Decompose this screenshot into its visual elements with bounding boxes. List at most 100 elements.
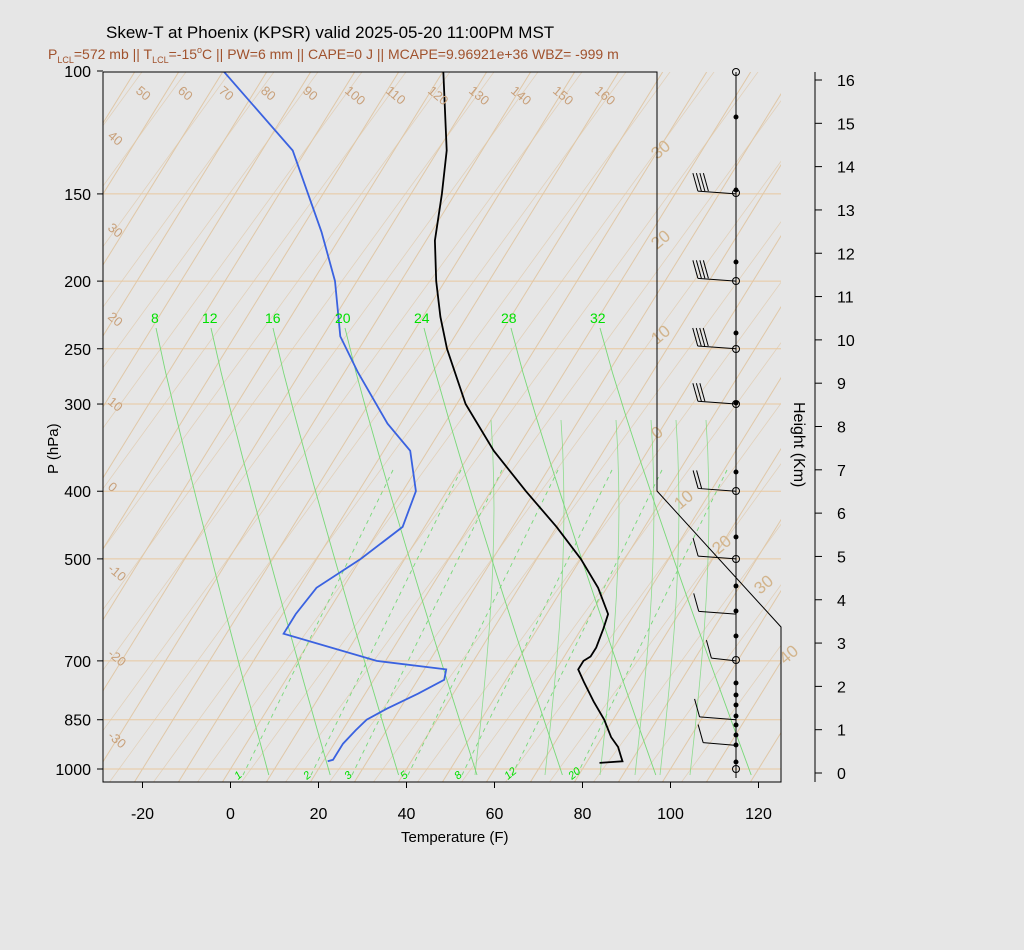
height-tick-label: 7 <box>837 463 846 480</box>
isotherm-line <box>103 72 532 763</box>
wind-barb-feather <box>695 260 702 279</box>
wind-barb <box>692 470 737 492</box>
wind-barb-shaft <box>697 190 737 195</box>
height-tick-label: 15 <box>837 116 855 133</box>
wind-barb-feather <box>693 593 700 612</box>
isotherm-line <box>103 72 268 337</box>
dry-adiabat <box>461 342 781 782</box>
mixing-ratio-dashed <box>576 469 728 776</box>
pressure-tick-label: 150 <box>64 187 91 204</box>
wind-barb <box>697 724 737 746</box>
height-tick-label: 3 <box>837 636 846 653</box>
wind-level-marker <box>733 680 739 686</box>
isotherm-line <box>881 55 1024 783</box>
wind-barb-feather <box>692 260 699 279</box>
mixing-ratio-line <box>272 327 400 776</box>
wind-barb-shaft <box>703 742 737 746</box>
wind-barbs <box>692 68 740 778</box>
chart-title: Skew-T at Phoenix (KPSR) valid 2025-05-2… <box>106 23 554 42</box>
dry-adiabat <box>329 160 781 782</box>
mixing-ratio-label: 24 <box>414 310 430 326</box>
isotherm-line <box>133 72 576 782</box>
height-tick-label: 9 <box>837 376 846 393</box>
wind-barb-feather <box>702 172 709 192</box>
dry-adiabat <box>549 463 781 782</box>
dry-adiabat <box>373 221 781 782</box>
mixing-ratio-line <box>423 327 563 776</box>
wind-barb-shaft <box>698 610 737 615</box>
moist-adiabat <box>659 419 680 776</box>
isotherm-line <box>0 55 101 783</box>
pressure-tick-label: 1000 <box>55 762 91 779</box>
mixing-ratio-dashed <box>310 469 462 776</box>
temperature-tick-label: -20 <box>131 806 154 823</box>
pressure-tick-label: 400 <box>64 484 91 501</box>
dewpoint-trace <box>222 72 448 763</box>
isotherm-line <box>1013 55 1024 783</box>
mixing-ratio-dashed <box>351 469 503 776</box>
dry-adiabat <box>637 584 781 782</box>
wind-level-marker <box>733 713 739 719</box>
pressure-tick-label: 300 <box>64 397 91 414</box>
isotherm-line <box>969 55 1024 783</box>
pressure-tick-label: 500 <box>64 552 91 569</box>
wind-barb-feather <box>692 537 699 557</box>
moist-adiabat <box>599 419 620 776</box>
wind-level-marker <box>733 583 739 589</box>
wind-level-marker <box>733 330 739 336</box>
temperature-tick-label: 0 <box>226 806 235 823</box>
height-tick-label: 14 <box>837 160 855 177</box>
isotherm-line <box>177 72 620 782</box>
wind-barb-shaft <box>697 345 737 350</box>
wind-level-marker <box>732 189 740 197</box>
mixing-ratio-line <box>344 327 478 776</box>
height-tick-label: 11 <box>837 290 854 307</box>
wind-barb-feather <box>694 698 701 718</box>
isotherm-line <box>221 72 664 782</box>
wind-level-marker <box>733 633 739 639</box>
wind-level-marker <box>732 765 740 773</box>
dry-adiabat <box>197 72 715 782</box>
mixing-ratio-line <box>155 327 270 776</box>
temperature-tick-label: 40 <box>398 806 416 823</box>
wind-barb-feather <box>692 383 699 402</box>
wind-barb-feather <box>692 172 699 192</box>
isotherm-line <box>0 55 13 783</box>
isotherm-line <box>397 164 781 782</box>
isotherm-line <box>573 447 781 782</box>
wind-barb-shaft <box>697 400 737 405</box>
isotherm-line <box>103 72 444 621</box>
isotherm-line <box>103 72 312 408</box>
height-tick-label: 6 <box>837 506 846 523</box>
dry-adiabat <box>505 402 781 782</box>
isotherm-line <box>103 72 356 479</box>
wind-barb-shaft <box>711 657 737 662</box>
dry-adiabat <box>285 100 781 782</box>
mixing-ratio-label: 8 <box>151 310 159 326</box>
temperature-trace <box>433 72 624 764</box>
wind-barb-feather <box>695 172 702 192</box>
wind-barb-feather <box>692 470 699 489</box>
isotherm-line <box>103 72 224 266</box>
height-tick-label: 1 <box>837 723 846 740</box>
wind-barb-feather <box>702 260 709 279</box>
mixing-ratio-label: 12 <box>202 310 218 326</box>
dry-adiabat <box>103 72 495 611</box>
isotherm-line <box>265 72 708 782</box>
wind-barb-feather <box>697 724 704 743</box>
pressure-tick-label: 700 <box>64 654 91 671</box>
height-tick-label: 8 <box>837 420 846 437</box>
mixing-ratio-dashed <box>461 469 613 776</box>
mixing-ratio-label: 28 <box>501 310 517 326</box>
dry-adiabat <box>103 72 539 671</box>
wind-barb-shaft <box>697 277 737 282</box>
wind-level-marker <box>733 692 739 698</box>
temperature-tick-label: 60 <box>486 806 504 823</box>
pressure-tick-label: 850 <box>64 713 91 730</box>
pressure-axis: 100 150 200 250 300 400 500 700 850 1000 <box>55 64 103 779</box>
wind-barb <box>692 172 737 195</box>
wind-level-marker <box>733 534 739 540</box>
wind-level-marker <box>733 259 739 265</box>
